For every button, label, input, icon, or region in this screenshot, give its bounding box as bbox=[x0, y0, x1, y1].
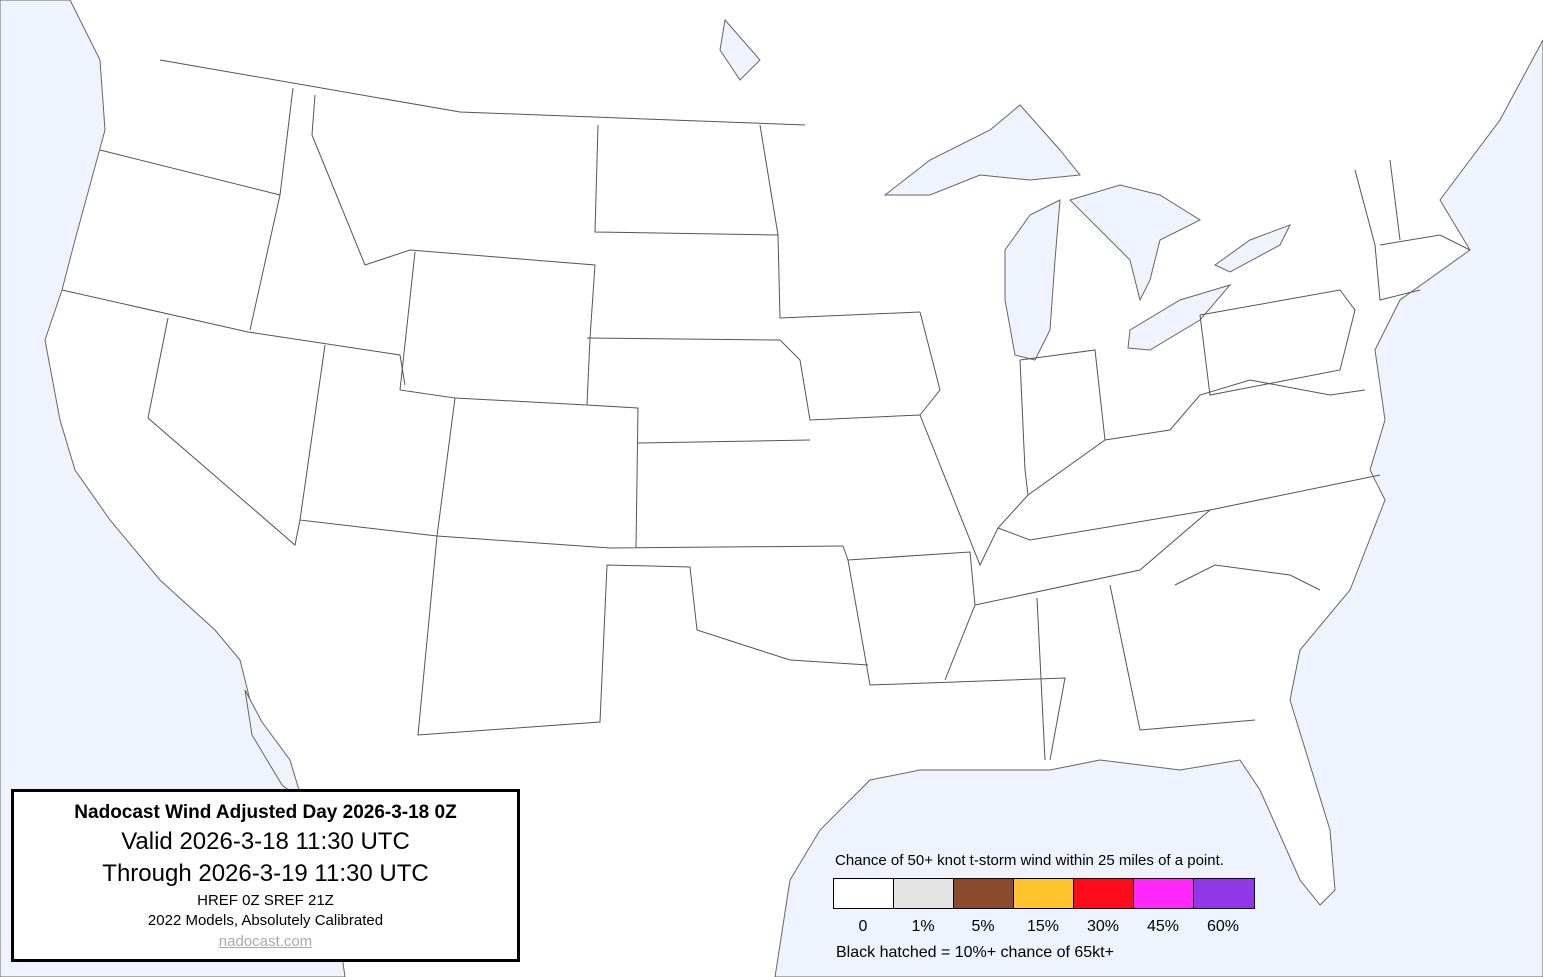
legend-swatch-45 bbox=[1134, 879, 1194, 908]
legend-title: Chance of 50+ knot t-storm wind within 2… bbox=[835, 852, 1224, 869]
legend-swatch-5 bbox=[954, 879, 1014, 908]
legend-label: 30% bbox=[1086, 918, 1120, 935]
atlantic-gulf-ocean bbox=[774, 39, 1543, 977]
legend-label: 5% bbox=[971, 918, 995, 935]
legend-label: 15% bbox=[1026, 918, 1060, 935]
legend-swatch-1 bbox=[894, 879, 954, 908]
legend-color-bar bbox=[833, 878, 1255, 909]
state-borders bbox=[61, 59, 1471, 761]
legend-label: 45% bbox=[1146, 918, 1180, 935]
legend-label: 1% bbox=[911, 918, 935, 935]
legend-labels: 0 1% 5% 15% 30% 45% 60% bbox=[833, 918, 1253, 936]
legend-swatch-0 bbox=[834, 879, 894, 908]
legend-swatch-30 bbox=[1074, 879, 1134, 908]
great-lakes bbox=[719, 18, 1292, 361]
valid-time: Valid 2026-3-18 11:30 UTC bbox=[121, 828, 410, 855]
legend-swatch-60 bbox=[1194, 879, 1254, 908]
hatch-note: Black hatched = 10%+ chance of 65kt+ bbox=[836, 944, 1114, 961]
nadocast-link[interactable]: nadocast.com bbox=[218, 933, 313, 950]
legend-label: 0 bbox=[858, 918, 868, 935]
forecast-title: Nadocast Wind Adjusted Day 2026-3-18 0Z bbox=[74, 802, 457, 823]
legend-swatch-15 bbox=[1014, 879, 1074, 908]
legend-label: 60% bbox=[1206, 918, 1240, 935]
model-runs: HREF 0Z SREF 21Z bbox=[197, 892, 334, 909]
calibration-note: 2022 Models, Absolutely Calibrated bbox=[147, 912, 384, 929]
title-box: Nadocast Wind Adjusted Day 2026-3-18 0Z … bbox=[11, 789, 520, 962]
through-time: Through 2026-3-19 11:30 UTC bbox=[102, 860, 429, 887]
